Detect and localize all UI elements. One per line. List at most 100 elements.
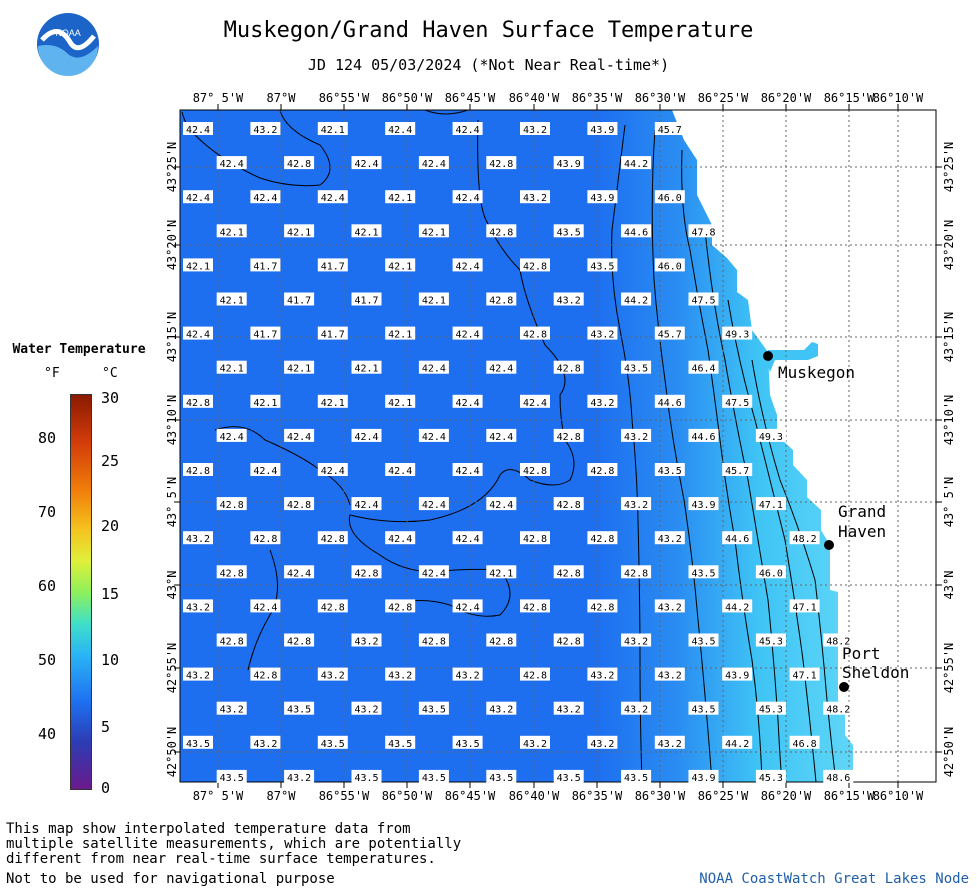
temperature-value: 42.1 [216, 292, 247, 307]
value-text: 42.4 [456, 261, 480, 272]
value-text: 42.1 [388, 398, 412, 409]
value-box [654, 394, 685, 408]
value-box [317, 463, 348, 476]
temperature-value: 42.8 [250, 667, 281, 682]
value-text: 47.1 [793, 671, 817, 682]
value-box [216, 769, 247, 783]
value-text: 43.9 [691, 773, 715, 784]
latitude-label: 42°55'N [165, 643, 179, 694]
value-text: 42.4 [186, 330, 210, 341]
temperature-value: 43.5 [385, 735, 416, 750]
value-text: 43.2 [388, 671, 412, 682]
value-box [722, 463, 753, 476]
temperature-value: 42.8 [553, 428, 584, 443]
value-box [755, 428, 786, 442]
longitude-label: 86°50'W [382, 789, 433, 803]
disclaimer: This map show interpolated temperature d… [6, 822, 461, 867]
city-name-grand-haven-2: Haven [838, 522, 886, 541]
value-box [216, 292, 247, 306]
temperature-value: 43.9 [587, 190, 618, 204]
noaa-logo: NOAA [36, 12, 100, 76]
temperature-value: 41.7 [250, 258, 281, 272]
temperature-value: 41.7 [284, 292, 315, 307]
value-box [654, 326, 685, 340]
value-text: 42.4 [354, 432, 378, 443]
temperature-value: 43.2 [654, 599, 685, 613]
value-text: 42.8 [523, 466, 547, 477]
value-box [789, 599, 820, 613]
value-box [385, 531, 416, 545]
value-box [250, 599, 281, 613]
value-text: 43.5 [422, 773, 446, 784]
value-box [587, 122, 618, 135]
latitude-label: 42°50'N [942, 727, 956, 778]
value-text: 43.5 [287, 705, 311, 716]
value-box [520, 735, 550, 749]
latitude-label: 43° 5'N [942, 477, 956, 528]
value-text: 46.0 [759, 568, 783, 579]
value-text: 42.1 [489, 568, 513, 579]
value-box [688, 497, 719, 511]
value-text: 42.1 [354, 364, 378, 375]
value-text: 42.8 [489, 227, 513, 238]
longitude-label: 86°25'W [698, 91, 749, 105]
value-text: 43.5 [691, 637, 715, 648]
temperature-value: 42.4 [284, 565, 315, 579]
value-box [688, 428, 719, 442]
value-text: 42.4 [186, 193, 210, 204]
value-box [755, 769, 786, 783]
temperature-value: 45.3 [755, 633, 786, 648]
value-text: 42.8 [354, 568, 378, 579]
longitude-label: 86°25'W [698, 789, 749, 803]
value-text: 42.8 [590, 534, 614, 545]
value-box [385, 326, 416, 340]
temperature-value: 43.2 [587, 326, 618, 341]
temperature-value: 43.2 [654, 735, 685, 750]
temperature-value: 42.8 [284, 497, 315, 511]
value-box [418, 565, 449, 579]
value-box [418, 428, 449, 442]
value-text: 42.1 [287, 364, 311, 375]
temperature-value: 47.1 [755, 497, 786, 511]
value-text: 43.5 [456, 739, 480, 750]
c-tick: 10 [101, 651, 120, 669]
temperature-value: 42.4 [486, 497, 517, 511]
value-text: 42.4 [253, 602, 277, 613]
temperature-value: 44.6 [688, 428, 719, 443]
value-box [418, 497, 449, 511]
temperature-value: 42.4 [452, 463, 483, 477]
value-text: 42.8 [557, 432, 581, 443]
value-text: 47.5 [725, 398, 749, 409]
value-box [789, 531, 820, 545]
temperature-value: 42.8 [385, 599, 416, 613]
value-text: 43.5 [186, 739, 210, 750]
longitude-label: 86°55'W [319, 91, 370, 105]
value-box [351, 224, 382, 238]
temperature-value: 43.5 [486, 769, 517, 784]
value-box [722, 326, 753, 340]
temperature-value: 42.8 [520, 463, 550, 477]
temperature-value: 42.8 [183, 394, 213, 409]
value-text: 42.8 [557, 637, 581, 648]
temperature-value: 42.1 [317, 122, 348, 136]
temperature-value: 43.5 [284, 701, 315, 716]
value-box [587, 463, 618, 476]
value-text: 42.4 [220, 159, 244, 170]
temperature-value: 42.8 [553, 360, 584, 375]
temperature-value: 42.1 [216, 224, 247, 238]
value-text: 43.2 [658, 671, 682, 682]
value-box [587, 599, 618, 613]
longitude-label: 86°10'W [873, 91, 924, 105]
latitude-label: 43° 5'N [165, 477, 179, 528]
value-box [755, 565, 786, 579]
legend-unit-c: °C [102, 366, 118, 381]
value-box [317, 735, 348, 749]
latitude-label: 43°15'N [165, 312, 179, 363]
temperature-value: 42.4 [351, 428, 382, 443]
longitude-label: 86°20'W [761, 91, 812, 105]
value-text: 46.0 [658, 193, 682, 204]
value-text: 43.9 [725, 671, 749, 682]
value-text: 41.7 [321, 261, 345, 272]
city-markers: Muskegon Grand Haven Port Sheldon [763, 351, 909, 692]
temperature-value: 45.7 [722, 463, 753, 477]
